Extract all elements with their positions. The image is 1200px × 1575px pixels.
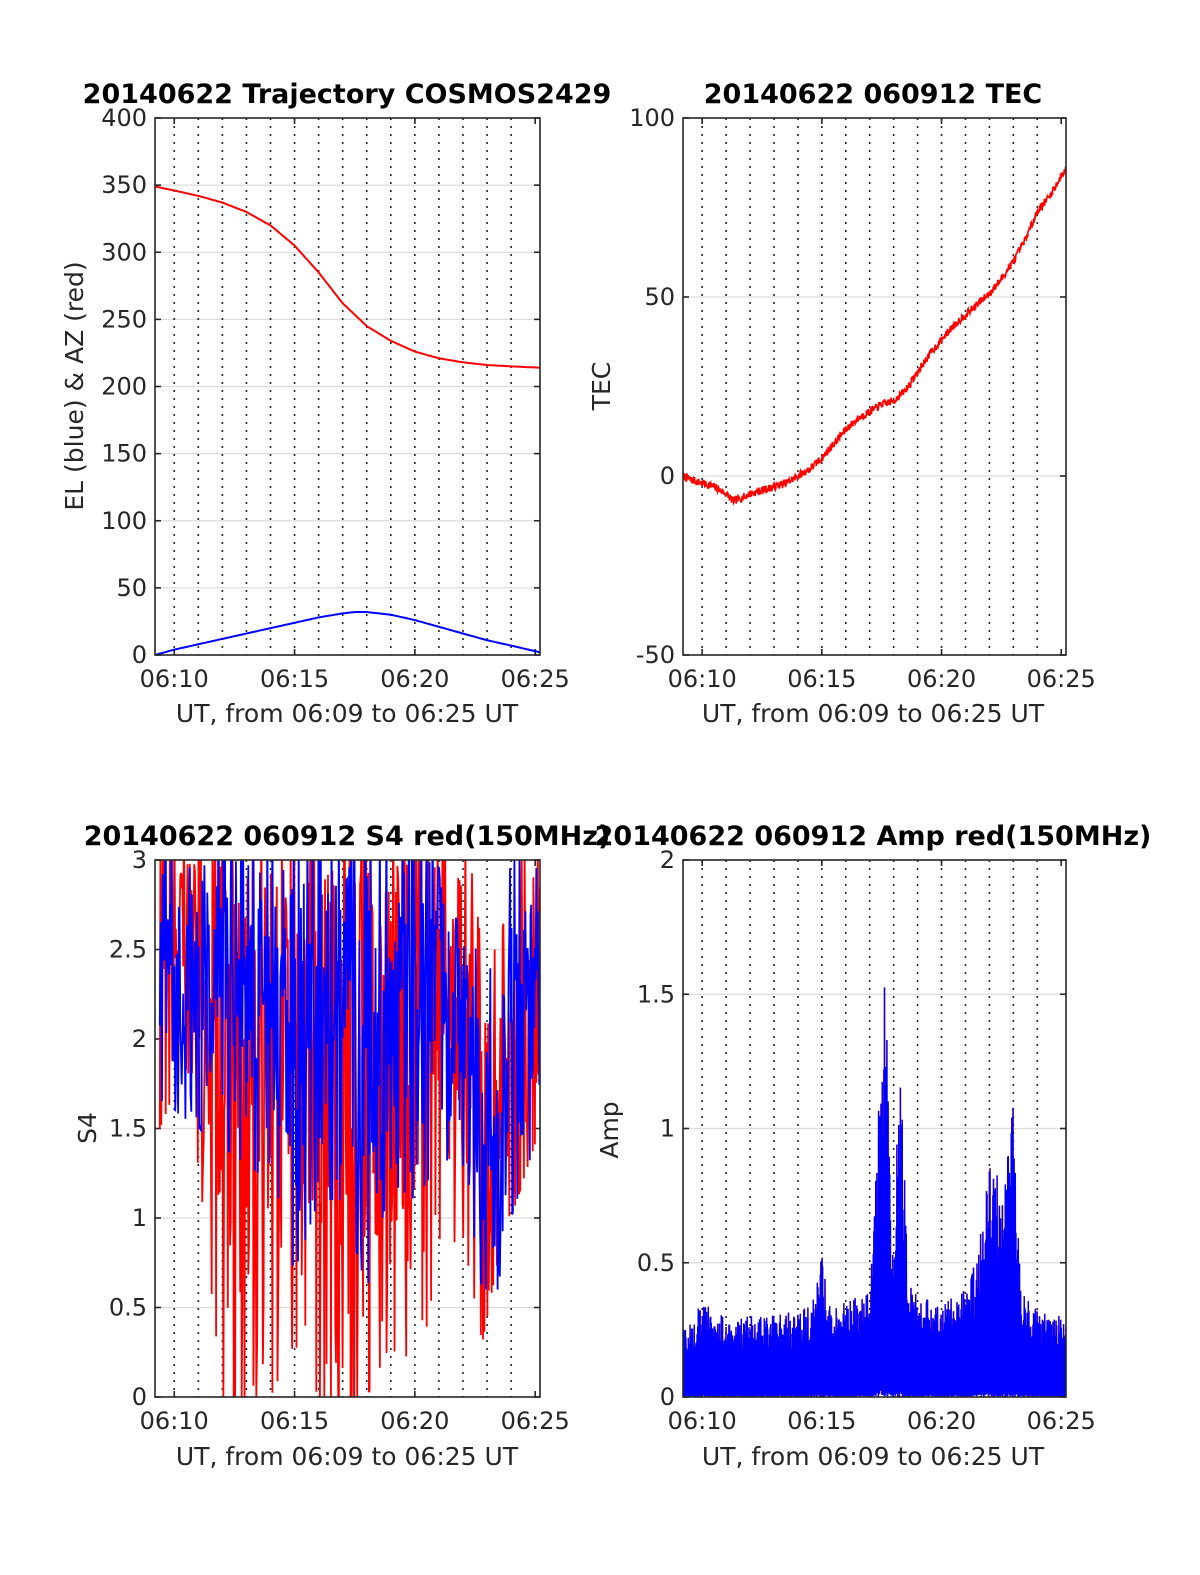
panel-title: 20140622 060912 Amp red(150MHz) [595,821,1152,852]
series-line [683,987,1066,1397]
panel-trajectory: 20140622 Trajectory COSMOS2429 EL (blue)… [60,79,611,728]
y-tick-label: 50 [116,574,147,602]
x-tick-label: 06:25 [1027,1407,1096,1435]
y-tick-label: 2 [132,1025,147,1053]
panel-s4: 20140622 060912 S4 red(150MHz) S4 UT, fr… [73,821,611,1471]
x-tick-label: 06:15 [260,665,329,693]
x-tick-label: 06:20 [907,1407,976,1435]
x-axis-label: UT, from 06:09 to 06:25 UT [702,1442,1045,1471]
y-tick-label: 100 [629,104,675,132]
y-tick-label: 400 [101,104,147,132]
x-tick-label: 06:25 [1027,665,1096,693]
y-tick-label: 1.5 [109,1115,147,1143]
x-tick-label: 06:10 [668,665,737,693]
y-tick-label: 200 [101,373,147,401]
x-tick-label: 06:15 [260,1407,329,1435]
plot-area [683,166,1066,506]
y-axis-label: EL (blue) & AZ (red) [60,261,89,510]
axes-frame [682,859,1067,1398]
y-tick-label: 50 [644,283,675,311]
y-tick-label: 2 [660,846,675,874]
x-tick-label: 06:10 [668,1407,737,1435]
plot-area [158,860,540,1397]
y-tick-label: 0 [660,1383,675,1411]
y-tick-label: 100 [101,507,147,535]
y-tick-label: 150 [101,440,147,468]
panel-title: 20140622 Trajectory COSMOS2429 [83,79,612,110]
y-axis-label: Amp [595,1101,624,1158]
x-tick-label: 06:20 [907,665,976,693]
y-tick-label: 350 [101,171,147,199]
x-tick-label: 06:20 [380,665,449,693]
series-line [155,185,540,369]
panel-tec: 20140622 060912 TEC TEC UT, from 06:09 t… [587,79,1096,728]
y-tick-label: 1 [132,1204,147,1232]
x-tick-label: 06:25 [501,1407,570,1435]
x-tick-label: 06:15 [787,1407,856,1435]
axes-frame [154,117,541,656]
series-line [683,166,1066,506]
y-tick-label: 0.5 [109,1294,147,1322]
y-tick-label: 0 [660,462,675,490]
y-axis-label: S4 [73,1112,102,1144]
x-axis-label: UT, from 06:09 to 06:25 UT [702,699,1045,728]
y-tick-label: 3 [132,846,147,874]
x-tick-label: 06:15 [787,665,856,693]
x-tick-label: 06:10 [140,665,209,693]
plot-area [155,185,540,655]
y-tick-label: 0 [132,1383,147,1411]
axes-frame [154,859,541,1398]
x-tick-label: 06:20 [380,1407,449,1435]
y-tick-label: 300 [101,238,147,266]
x-axis-label: UT, from 06:09 to 06:25 UT [176,699,519,728]
axes-frame [682,117,1067,656]
y-tick-label: 0.5 [637,1249,675,1277]
y-tick-label: 250 [101,305,147,333]
y-tick-label: 0 [132,641,147,669]
series-line [155,611,540,655]
x-axis-label: UT, from 06:09 to 06:25 UT [176,1442,519,1471]
y-tick-label: 2.5 [109,936,147,964]
y-tick-label: 1 [660,1115,675,1143]
panel-title: 20140622 060912 S4 red(150MHz) [84,821,611,852]
x-tick-label: 06:10 [140,1407,209,1435]
y-tick-label: 1.5 [637,980,675,1008]
s4-trace-blue [158,860,540,1290]
y-axis-label: TEC [587,362,616,412]
panel-title: 20140622 060912 TEC [704,79,1043,110]
x-tick-label: 06:25 [501,665,570,693]
panel-amp: 20140622 060912 Amp red(150MHz) Amp UT, … [595,821,1152,1471]
plot-area [683,987,1066,1397]
y-tick-label: -50 [636,641,675,669]
